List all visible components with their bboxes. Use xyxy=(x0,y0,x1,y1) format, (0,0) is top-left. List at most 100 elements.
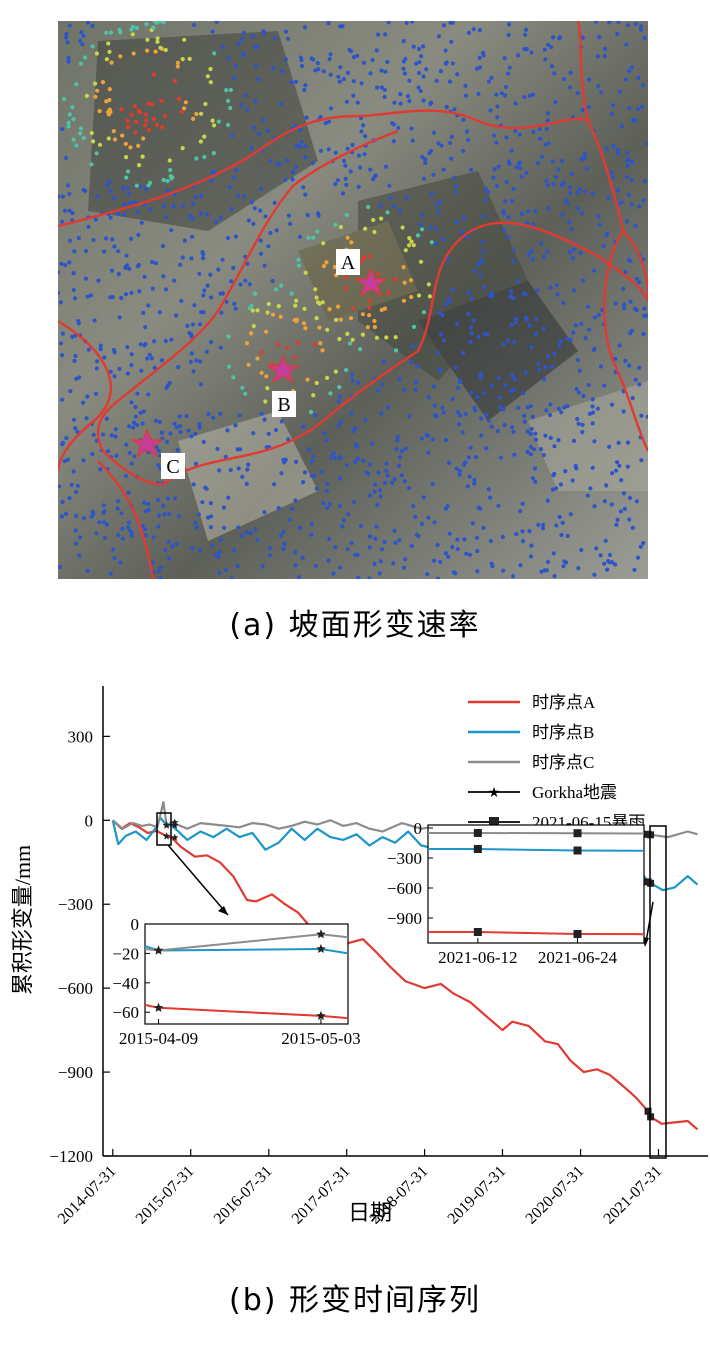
measurement-dot xyxy=(208,501,213,506)
measurement-dot xyxy=(516,405,521,410)
measurement-dot xyxy=(461,216,466,221)
measurement-dot xyxy=(379,216,384,221)
measurement-dot xyxy=(298,127,303,132)
measurement-dot xyxy=(189,434,194,439)
measurement-dot xyxy=(150,260,155,265)
measurement-dot xyxy=(576,206,581,211)
measurement-dot xyxy=(604,146,610,151)
measurement-dot xyxy=(587,411,593,416)
measurement-dot xyxy=(116,532,121,538)
measurement-dot xyxy=(206,412,211,417)
measurement-dot xyxy=(395,438,400,443)
measurement-dot xyxy=(542,47,547,52)
measurement-dot xyxy=(557,514,562,520)
measurement-dot xyxy=(161,274,166,279)
measurement-dot xyxy=(81,400,86,405)
measurement-dot xyxy=(521,391,526,396)
measurement-dot xyxy=(597,35,602,40)
measurement-dot xyxy=(146,507,151,513)
measurement-dot xyxy=(116,271,121,277)
measurement-dot xyxy=(203,101,208,107)
measurement-dot xyxy=(545,249,550,254)
measurement-dot xyxy=(266,244,271,249)
measurement-dot xyxy=(193,461,198,466)
measurement-dot xyxy=(200,500,205,505)
measurement-dot xyxy=(167,556,172,561)
measurement-dot xyxy=(421,310,426,315)
measurement-dot xyxy=(245,107,250,112)
measurement-dot xyxy=(601,244,606,249)
measurement-dot xyxy=(423,157,428,162)
measurement-dot xyxy=(438,69,443,74)
measurement-dot xyxy=(568,337,573,342)
measurement-dot xyxy=(552,471,557,476)
measurement-dot xyxy=(125,371,130,376)
x-tick-label: 2017-07-31 xyxy=(289,1163,354,1228)
measurement-dot xyxy=(328,391,333,396)
measurement-dot xyxy=(629,65,634,70)
measurement-dot xyxy=(66,59,71,64)
measurement-dot xyxy=(429,192,434,197)
measurement-dot xyxy=(262,510,267,515)
measurement-dot xyxy=(529,248,534,253)
measurement-dot xyxy=(491,175,496,180)
measurement-dot xyxy=(343,163,348,168)
measurement-dot xyxy=(194,358,199,363)
measurement-dot xyxy=(525,405,530,410)
measurement-dot xyxy=(477,28,482,33)
measurement-dot xyxy=(343,286,348,291)
measurement-dot xyxy=(537,367,542,372)
measurement-dot xyxy=(475,394,480,400)
measurement-dot xyxy=(143,123,148,128)
measurement-dot xyxy=(571,330,576,335)
measurement-dot xyxy=(108,295,113,300)
measurement-dot xyxy=(336,423,341,428)
measurement-dot xyxy=(279,283,284,288)
measurement-dot xyxy=(401,387,407,392)
y-tick-label: −600 xyxy=(58,979,93,998)
measurement-dot xyxy=(590,397,595,402)
measurement-dot xyxy=(146,392,151,397)
measurement-dot xyxy=(481,214,486,219)
measurement-dot xyxy=(433,241,438,246)
measurement-dot xyxy=(610,402,615,407)
measurement-dot xyxy=(602,46,608,51)
measurement-dot xyxy=(359,81,364,86)
measurement-dot xyxy=(625,23,630,28)
measurement-dot xyxy=(308,410,314,415)
measurement-dot xyxy=(72,249,77,254)
measurement-dot xyxy=(390,480,395,485)
measurement-dot xyxy=(524,170,529,175)
measurement-dot xyxy=(250,34,256,39)
measurement-dot xyxy=(616,19,621,25)
measurement-dot xyxy=(411,243,416,248)
measurement-dot xyxy=(625,219,630,224)
measurement-dot xyxy=(376,388,381,393)
measurement-dot xyxy=(292,355,298,360)
measurement-dot xyxy=(483,412,489,417)
measurement-dot xyxy=(525,429,530,434)
measurement-dot xyxy=(85,20,90,25)
measurement-dot xyxy=(455,410,460,415)
measurement-dot xyxy=(562,77,567,82)
measurement-dot xyxy=(532,466,537,471)
measurement-dot xyxy=(222,525,227,530)
measurement-dot xyxy=(296,263,301,268)
measurement-dot xyxy=(592,439,597,444)
measurement-dot xyxy=(105,449,111,454)
measurement-dot xyxy=(98,467,103,472)
measurement-dot xyxy=(189,256,194,261)
measurement-dot xyxy=(345,70,350,75)
measurement-dot xyxy=(178,429,183,435)
measurement-dot xyxy=(569,227,574,232)
measurement-dot xyxy=(162,512,167,517)
measurement-dot xyxy=(133,130,138,135)
measurement-dot xyxy=(164,439,170,445)
measurement-dot xyxy=(570,255,575,261)
inset-x-tick-label: 2015-04-09 xyxy=(119,1029,198,1048)
measurement-dot xyxy=(633,21,638,26)
measurement-dot xyxy=(125,525,131,530)
measurement-dot xyxy=(455,72,460,77)
measurement-dot xyxy=(144,186,149,192)
measurement-dot xyxy=(263,399,268,404)
